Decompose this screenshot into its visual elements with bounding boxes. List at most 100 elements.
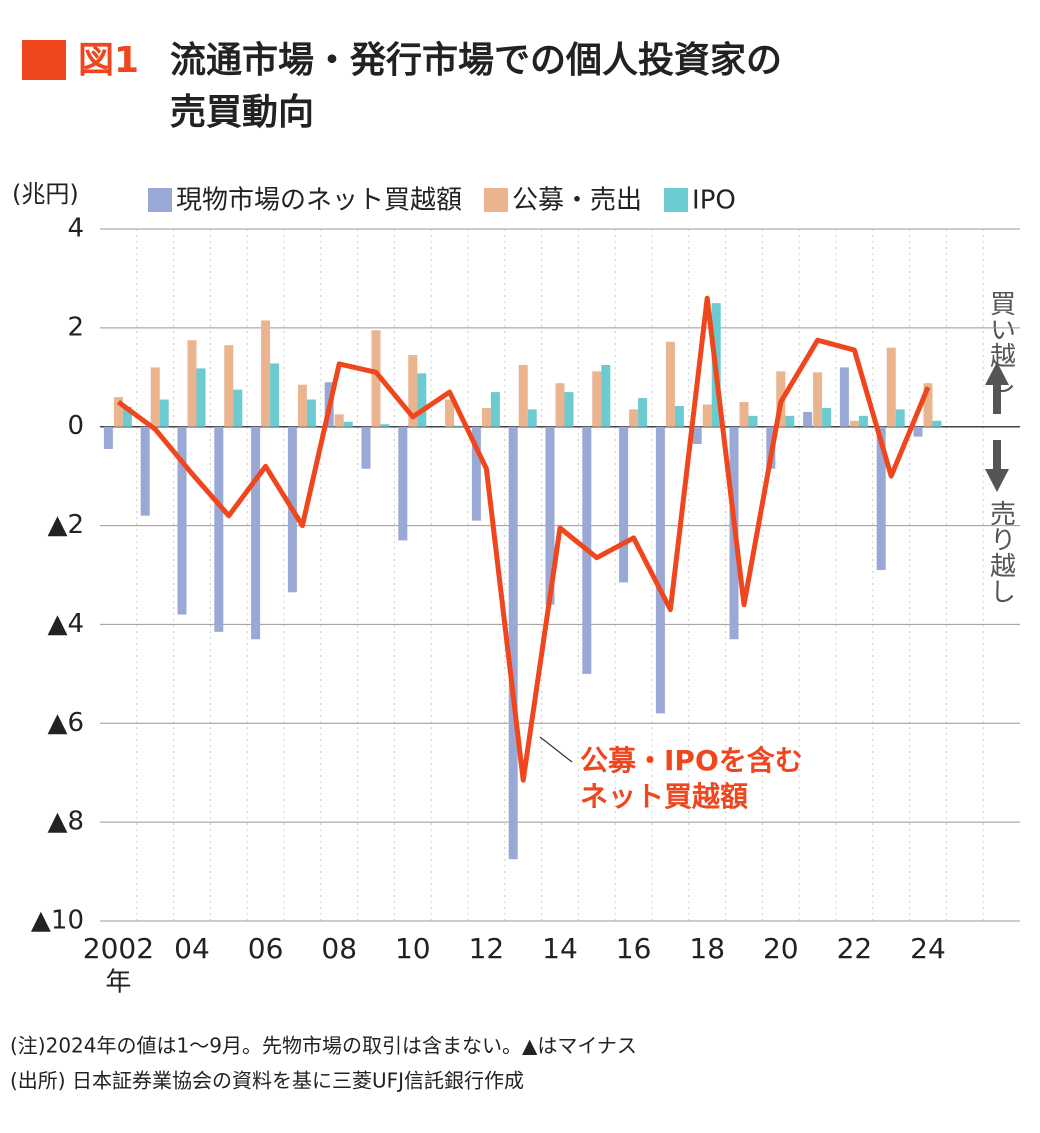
bar (545, 426, 555, 605)
arrow-up (985, 362, 1009, 414)
x-tick-label: 24 (910, 932, 946, 965)
bar (445, 399, 455, 427)
y-tick-label: ▲2 (47, 510, 84, 540)
bar (739, 402, 749, 427)
bar (371, 330, 381, 427)
bar (674, 405, 684, 427)
legend-label: 公募・売出 (512, 186, 642, 216)
bar (813, 372, 823, 427)
bar (702, 404, 712, 427)
side-label-down: 売り越し (986, 500, 1016, 604)
title-marker (22, 40, 66, 80)
x-tick-label: 04 (174, 932, 210, 965)
bar (629, 409, 639, 427)
bar (103, 426, 113, 449)
chart-title: 売買動向 (170, 92, 314, 133)
bar (895, 409, 905, 427)
bar (140, 426, 150, 516)
y-tick-label: 4 (67, 214, 84, 244)
bar (380, 424, 390, 427)
bar (527, 409, 537, 427)
bar (261, 320, 271, 427)
bar (150, 367, 160, 427)
y-tick-label: ▲8 (47, 807, 84, 837)
bar (343, 421, 353, 427)
bar (592, 371, 602, 427)
bar (297, 384, 307, 427)
bar (398, 426, 408, 541)
bar (665, 341, 675, 427)
bar (619, 426, 629, 583)
note: (出所) 日本証券業協会の資料を基に三菱UFJ信託銀行作成 (10, 1069, 524, 1093)
bar (692, 426, 702, 445)
bar (518, 364, 528, 427)
bar (196, 368, 206, 427)
bar (785, 415, 795, 427)
bar (601, 364, 611, 427)
legend-swatch (664, 188, 689, 212)
legend-label: IPO (692, 186, 736, 216)
line-label: ネット買越額 (580, 780, 748, 813)
bar (251, 426, 261, 640)
bar (555, 383, 565, 427)
bar (490, 392, 500, 427)
bar (638, 398, 648, 427)
legend-swatch (484, 188, 509, 212)
bar (334, 414, 344, 427)
annotation-pointer (539, 736, 573, 763)
y-tick-label: ▲10 (31, 906, 84, 936)
y-tick-label: 2 (67, 312, 84, 342)
bar (306, 399, 316, 427)
bar (454, 425, 464, 427)
bar (187, 340, 197, 427)
bar (233, 389, 243, 427)
x-tick-label: 06 (248, 932, 284, 965)
x-tick-label: 2002 (83, 932, 154, 965)
x-tick-label: 08 (321, 932, 357, 965)
x-tick-label: 10 (395, 932, 431, 965)
x-tick-label: 16 (616, 932, 652, 965)
arrow-down (985, 440, 1009, 492)
bar (886, 347, 896, 427)
bar (159, 399, 169, 427)
bar (849, 420, 859, 427)
bar (932, 420, 942, 427)
x-tick-label: 12 (469, 932, 505, 965)
x-tick-label: 18 (689, 932, 725, 965)
figure-label: 図1 (78, 40, 139, 81)
bar (876, 426, 886, 571)
bar (748, 415, 758, 427)
line (116, 295, 931, 783)
bar (214, 426, 224, 632)
bar (417, 373, 427, 427)
bar (270, 363, 280, 427)
bar (408, 355, 418, 427)
note: (注)2024年の値は1～9月。先物市場の取引は含まない。▲はマイナス (10, 1034, 637, 1058)
bar (122, 406, 132, 427)
x-tick-label: 20 (763, 932, 799, 965)
bar (803, 411, 813, 427)
bar (564, 392, 574, 427)
x-label: 年 (105, 968, 131, 998)
bar (481, 407, 491, 427)
bar (923, 383, 933, 427)
bar (913, 426, 923, 437)
bar (177, 426, 187, 615)
y-tick-label: ▲4 (47, 609, 84, 639)
bar (224, 345, 234, 427)
bar (822, 407, 832, 427)
legend: 現物市場のネット買越額 公募・売出 IPO (148, 186, 736, 216)
bar (471, 426, 481, 521)
bar (113, 397, 123, 427)
legend-swatch (148, 188, 172, 212)
y-unit: (兆円) (12, 180, 79, 208)
bar (508, 426, 518, 860)
bar (655, 426, 665, 714)
y-tick-label: 0 (67, 411, 84, 441)
legend-label: 現物市場のネット買越額 (176, 186, 462, 216)
y-tick-label: ▲6 (47, 708, 84, 738)
x-tick-label: 22 (837, 932, 873, 965)
x-tick-label: 14 (542, 932, 578, 965)
bar (858, 415, 868, 427)
